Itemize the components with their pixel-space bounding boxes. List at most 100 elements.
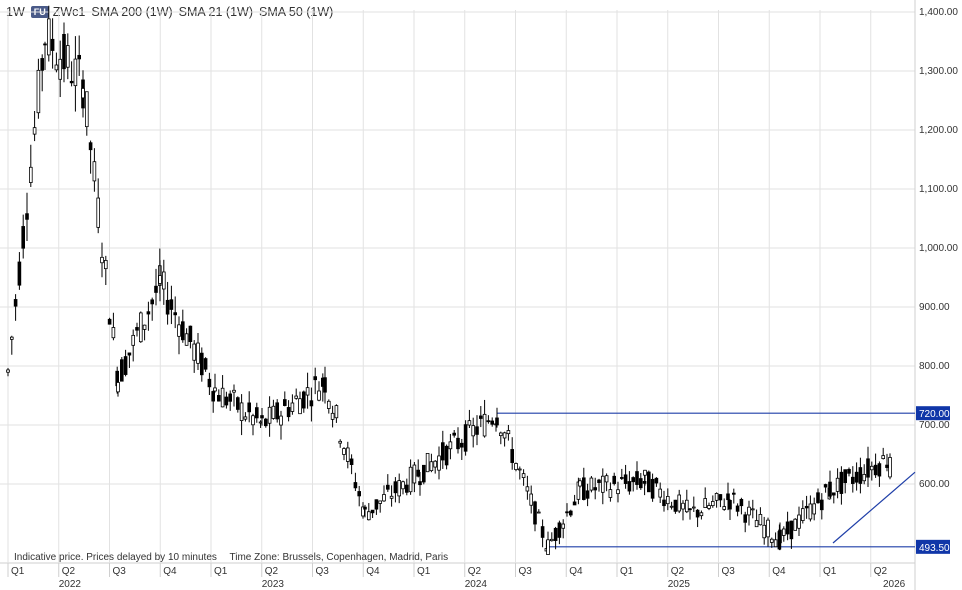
candle-body: [561, 523, 565, 529]
quarter-label: Q3: [722, 566, 736, 577]
candle-body: [478, 415, 483, 419]
quarter-label: Q1: [214, 566, 228, 577]
candle-body: [207, 378, 212, 388]
quarter-label: Q4: [163, 566, 177, 577]
price-tag-label: 493.50: [919, 543, 950, 554]
y-tick-label: 600.00: [919, 479, 950, 490]
candle-body: [728, 500, 732, 510]
candle-body: [224, 396, 229, 406]
y-tick-label: 900.00: [919, 302, 950, 313]
candle-body: [349, 458, 354, 465]
candle-body: [847, 468, 851, 474]
candle-body: [773, 539, 778, 548]
candle-body: [608, 489, 613, 498]
candle-body: [382, 494, 386, 502]
candle-body: [816, 492, 820, 504]
candle-body: [92, 161, 97, 182]
candle-body: [135, 327, 139, 331]
y-tick-label: 1,100.00: [919, 184, 958, 195]
candle-body: [401, 481, 405, 490]
quarter-label: Q2: [265, 566, 279, 577]
y-tick-label: 1,200.00: [919, 125, 958, 136]
candle-body: [785, 521, 790, 535]
candle-body: [537, 511, 541, 514]
candle-body: [578, 480, 582, 487]
candle-body: [96, 197, 101, 228]
x-axis: Q1 Q2 Q3 Q4 Q1 Q2 Q3 Q4 Q1 Q2 Q3 Q4 Q1 Q2 Q3 Q4 Q1 Q2 2022…: [7, 563, 906, 590]
candle-body: [220, 387, 225, 408]
candle-body: [823, 484, 828, 488]
candle-body: [154, 285, 158, 293]
candle-body: [506, 430, 511, 435]
candle-body: [338, 440, 342, 444]
candle-body: [177, 324, 181, 337]
candle-body: [301, 391, 306, 409]
candle-body: [393, 481, 398, 494]
candle-body: [199, 352, 204, 376]
quarter-label: Q2: [62, 566, 76, 577]
candle-body: [770, 538, 774, 543]
candle-body: [851, 476, 855, 484]
candle-body: [211, 391, 216, 402]
candle-body: [363, 506, 367, 510]
candle-body: [116, 382, 120, 393]
candle-body: [361, 506, 365, 517]
footer-note: Indicative price. Prices delayed by 10 m…: [14, 552, 458, 563]
candle-body: [858, 467, 863, 484]
candle-body: [612, 475, 616, 484]
price-tag-label: 720.00: [919, 409, 950, 420]
candle-body: [482, 413, 487, 437]
candle-body: [279, 415, 283, 426]
y-tick-label: 1,300.00: [919, 66, 958, 77]
candle-body: [404, 484, 409, 493]
candle-body: [714, 493, 719, 501]
candle-body: [643, 469, 647, 476]
candle-body: [620, 477, 624, 479]
candle-body: [440, 442, 445, 461]
delay-note: Indicative price. Prices delayed by 10 m…: [14, 552, 217, 563]
candle-body: [854, 471, 859, 483]
candle-body: [650, 478, 655, 499]
candle-body: [138, 312, 143, 343]
candle-body: [525, 486, 530, 492]
timezone-note: Time Zone: Brussels, Copenhagen, Madrid,…: [229, 552, 449, 563]
candle-body: [529, 493, 533, 506]
candle-body: [699, 512, 704, 517]
y-tick-label: 700.00: [919, 420, 950, 431]
candle-body: [766, 519, 770, 538]
candle-body: [585, 490, 590, 499]
candle-body: [433, 460, 437, 468]
candle-body: [639, 478, 643, 489]
candle-body: [758, 514, 763, 526]
candle-body: [40, 58, 44, 71]
candle-body: [317, 390, 321, 401]
candle-body: [313, 376, 317, 381]
candle-body: [357, 491, 361, 497]
y-axis: 1,400.00 1,300.00 1,200.00 1,100.00 1,000.00…: [916, 7, 958, 554]
y-tick-label: 1,400.00: [919, 7, 958, 18]
year-label: 2022: [59, 579, 82, 590]
candle-body: [397, 480, 401, 497]
candle-body: [161, 271, 166, 290]
candle-body: [743, 514, 747, 523]
candle-body: [334, 405, 339, 419]
candle-body: [184, 333, 189, 346]
candle-body: [498, 432, 503, 437]
quarter-label: Q3: [113, 566, 127, 577]
candle-body: [100, 256, 104, 264]
candle-body: [88, 142, 93, 151]
candle-body: [298, 398, 302, 415]
candle-body: [732, 492, 736, 495]
candle-body: [131, 334, 136, 346]
candles: [6, 5, 892, 555]
candle-body: [521, 473, 526, 478]
quarter-label: Q4: [569, 566, 583, 577]
candle-body: [677, 494, 681, 512]
candle-body: [353, 482, 358, 489]
candle-body: [662, 499, 666, 507]
candle-body: [789, 520, 794, 540]
candle-body: [718, 494, 723, 501]
candle-body: [540, 526, 545, 538]
year-label: 2026: [883, 579, 906, 590]
